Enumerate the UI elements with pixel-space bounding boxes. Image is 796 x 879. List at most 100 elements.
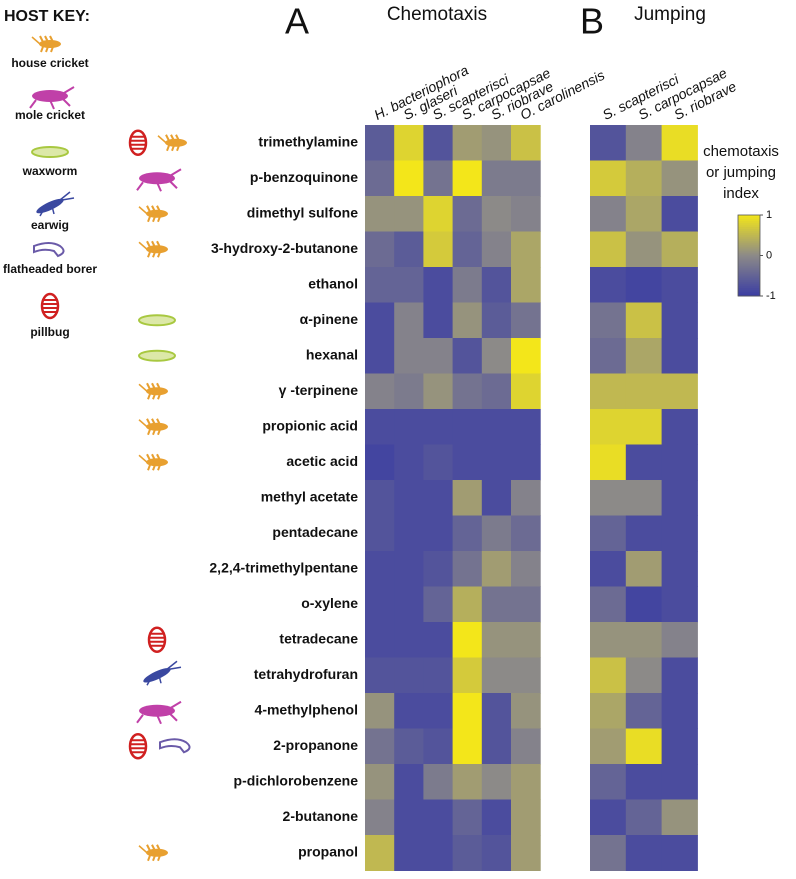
colorbar-segment [738, 239, 760, 242]
row-label: dimethyl sulfone [247, 204, 358, 220]
host-icon [138, 205, 168, 223]
heatmap-cell [365, 693, 395, 729]
icon-leg [50, 43, 55, 53]
icon-leg [146, 382, 152, 392]
row-label: trimethylamine [258, 133, 358, 149]
colorbar-segment [738, 267, 760, 271]
heatmap-cell [481, 444, 512, 481]
colorbar-segment [738, 285, 760, 289]
colorbar-segment [738, 227, 760, 230]
heatmap-cell [625, 231, 663, 268]
heatmap-cell [511, 586, 541, 623]
heatmap-cell [481, 480, 512, 516]
icon-leg [147, 390, 152, 400]
icon-body [146, 422, 168, 431]
colorbar-segment [738, 257, 760, 261]
row-label: 2,2,4-trimethylpentane [209, 559, 358, 575]
colorbar-segment [738, 233, 760, 236]
heatmap-cell [394, 728, 424, 765]
colorbar-segment [738, 245, 760, 248]
heatmap-cell [394, 622, 424, 658]
heatmap-cell [452, 196, 483, 232]
heatmap-cell [452, 409, 483, 445]
row-label: acetic acid [286, 453, 358, 469]
icon-leg [44, 35, 50, 45]
icon-leg [157, 461, 162, 471]
icon-legs [146, 660, 182, 686]
row-label: propanol [298, 843, 358, 859]
host-key-label: mole cricket [15, 108, 85, 122]
row-label: tetradecane [279, 630, 358, 646]
host-key-label: flatheaded borer [3, 262, 97, 276]
host-icon [31, 35, 61, 53]
host-icon [136, 700, 182, 725]
host-icon [147, 626, 167, 653]
heatmap-cell [661, 764, 698, 800]
heatmap-cell [511, 160, 541, 197]
heatmap-cell [452, 231, 483, 268]
icon-leg [147, 426, 152, 436]
heatmap-cell [365, 373, 395, 410]
host-icon [138, 382, 168, 400]
host-key-label: earwig [31, 218, 69, 232]
heatmap-cell [625, 799, 663, 836]
heatmap-cell [452, 125, 483, 161]
heatmap-cell [625, 338, 663, 374]
heatmap-cell [423, 160, 454, 197]
heatmap-cell [452, 444, 483, 481]
heatmap-cell [394, 125, 424, 161]
heatmap-cell [481, 373, 512, 410]
icon-leg [152, 461, 157, 471]
heatmap-cell [625, 444, 663, 481]
heatmap-cell [394, 409, 424, 445]
heatmap-cell [625, 515, 663, 552]
icon-leg [45, 43, 50, 53]
heatmap-cell [452, 515, 483, 552]
heatmap-cell [365, 728, 395, 765]
heatmap-cell [452, 693, 483, 729]
icon-leg [146, 418, 152, 428]
heatmap-cell [365, 764, 395, 800]
host-icon [128, 733, 148, 760]
heatmap-cell [590, 764, 627, 800]
icon-leg [152, 852, 157, 862]
colorbar-segment [738, 243, 760, 246]
colorbar-title: index [723, 185, 759, 202]
colorbar-segment [738, 221, 760, 224]
heatmap-cell [625, 835, 663, 871]
icon-body [146, 209, 168, 218]
heatmap-cell [452, 373, 483, 410]
heatmap-cell [365, 657, 395, 694]
heatmap-cell [511, 551, 541, 587]
heatmap-cell [511, 728, 541, 765]
heatmap-cell [590, 799, 627, 836]
panel-title: Jumping [634, 4, 706, 25]
icon-leg [40, 43, 45, 53]
heatmap-cell [590, 480, 627, 516]
heatmap-cell [661, 267, 698, 303]
heatmap-cell [394, 302, 424, 339]
colorbar-segment [738, 269, 760, 273]
heatmap-cell [625, 125, 663, 161]
icon-leg [152, 248, 157, 258]
icon-leg [157, 248, 162, 258]
heatmap-cell [481, 693, 512, 729]
heatmap-cell [365, 515, 395, 552]
heatmap-cell [661, 799, 698, 836]
colorbar-segment [738, 259, 760, 263]
icon-body [139, 704, 175, 717]
heatmap-cell [511, 267, 541, 303]
host-icon [138, 844, 168, 862]
icon-leg [171, 142, 176, 152]
host-icon [143, 660, 182, 686]
icon-antenna [138, 419, 148, 428]
heatmap-cell [661, 125, 698, 161]
icon-body [39, 40, 61, 48]
heatmap-cell [481, 657, 512, 694]
heatmap-cell [511, 125, 541, 161]
row-label: p-benzoquinone [250, 169, 358, 185]
host-icon [157, 134, 187, 152]
icon-body [128, 733, 148, 760]
icon-leg [151, 382, 157, 392]
